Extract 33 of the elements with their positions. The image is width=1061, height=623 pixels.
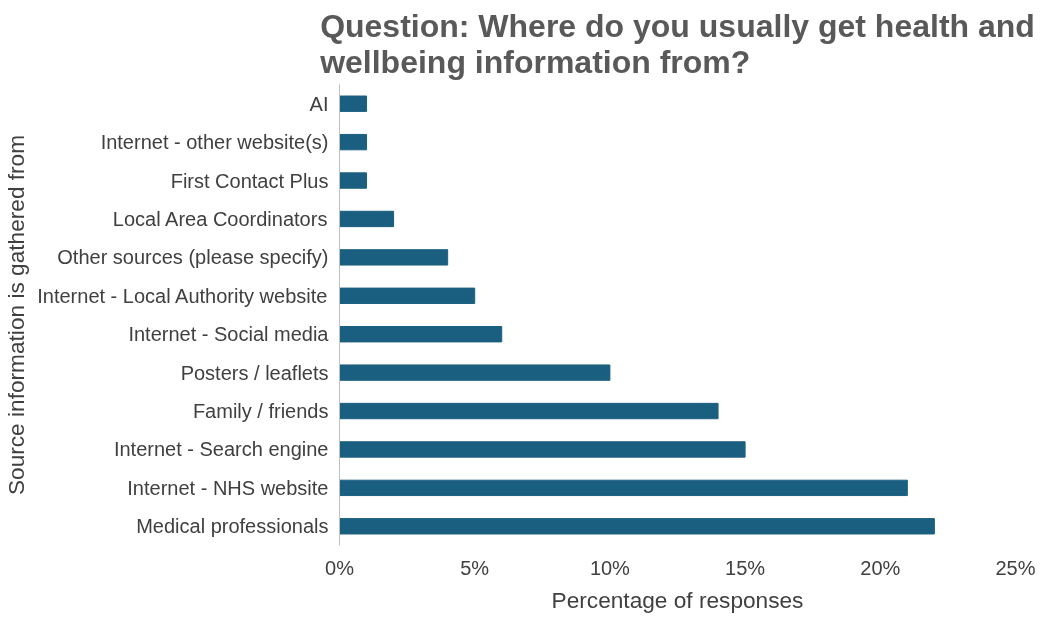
y-tick-label: Other sources (please specify) — [57, 246, 329, 269]
y-tick-label: Internet - Social media — [128, 323, 330, 346]
y-tick-label: Internet - NHS website — [127, 476, 329, 499]
x-tick-label: 25% — [995, 556, 1036, 579]
y-axis-title: Source information is gathered from — [3, 134, 30, 496]
x-tick-label: 15% — [725, 556, 766, 579]
y-tick-label: Family / friends — [192, 400, 329, 423]
y-tick-label: First Contact Plus — [170, 169, 329, 192]
y-tick-label: AI — [309, 92, 329, 115]
bar — [339, 326, 503, 343]
bar — [339, 172, 368, 189]
bar — [339, 210, 395, 228]
y-tick-label: Internet - Search engine — [113, 438, 329, 461]
x-tick-label: 20% — [860, 556, 901, 579]
y-tick-label: Medical professionals — [136, 515, 329, 538]
chart-title: Question: Where do you usually get health and wellbeing information from? — [319, 7, 1035, 80]
y-tick-label: Posters / leaflets — [180, 361, 329, 384]
bar — [339, 95, 368, 112]
bar — [339, 249, 449, 266]
bar — [339, 133, 368, 151]
x-tick-label: 10% — [589, 556, 631, 579]
bar — [339, 518, 935, 535]
x-axis-title: Percentage of responses — [551, 586, 804, 613]
y-tick-label: Internet - other website(s) — [100, 131, 329, 154]
x-tick-label: 0% — [325, 556, 355, 579]
y-tick-label: Local Area Coordinators — [112, 207, 328, 230]
bar — [339, 479, 908, 497]
bar — [339, 402, 719, 420]
bar — [339, 287, 476, 304]
bar — [339, 441, 746, 458]
y-tick-label: Internet - Local Authority website — [37, 284, 328, 307]
bar — [339, 364, 611, 381]
x-tick-label: 5% — [460, 556, 490, 579]
